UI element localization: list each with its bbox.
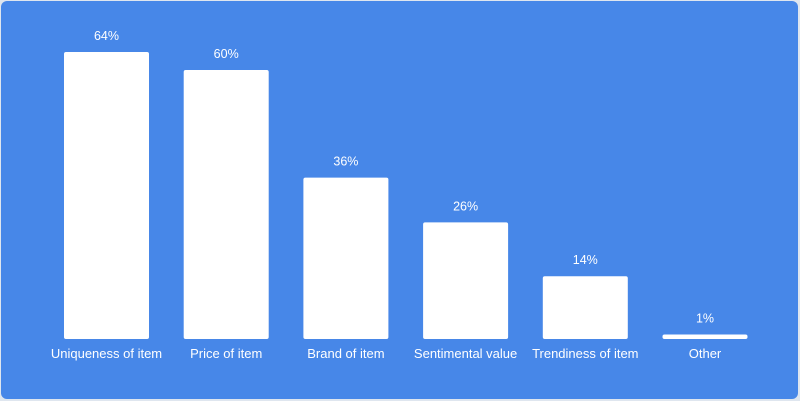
category-label-5: Other [689,346,722,361]
category-label-4: Trendiness of item [532,346,638,361]
bar-4 [542,276,628,339]
value-label-2: 36% [333,155,358,169]
value-label-1: 60% [214,47,239,61]
bar-0 [64,52,149,339]
bar-3 [423,222,509,339]
value-label-5: 1% [696,312,714,326]
category-label-3: Sentimental value [414,346,517,361]
category-label-1: Price of item [190,346,262,361]
bar-2 [303,177,389,339]
bar-1 [183,69,269,339]
category-label-2: Brand of item [307,346,384,361]
value-label-0: 64% [94,29,119,43]
value-label-4: 14% [573,253,598,267]
value-label-3: 26% [453,199,478,213]
bar-5 [662,334,748,339]
category-label-0: Uniqueness of item [51,346,162,361]
